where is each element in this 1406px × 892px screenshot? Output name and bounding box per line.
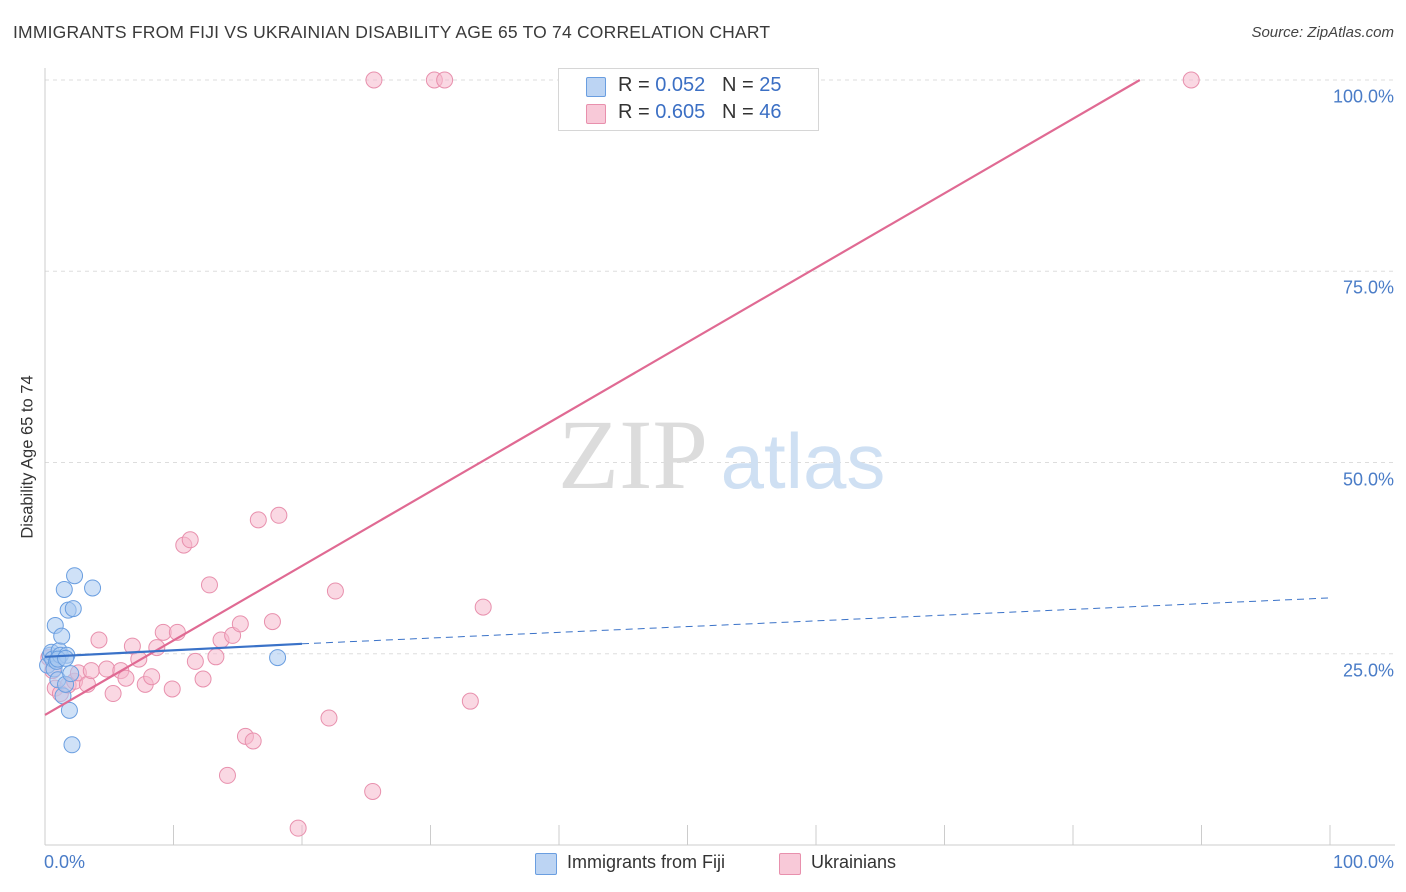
ukrainians-point — [231, 615, 249, 633]
ukrainians-point — [186, 652, 204, 670]
ukrainians-trend-line — [44, 79, 1141, 716]
ukrainians-point — [181, 531, 199, 549]
fiji-point — [269, 649, 287, 667]
chart-title: IMMIGRANTS FROM FIJI VS UKRAINIAN DISABI… — [13, 22, 771, 42]
ukrainians-point — [364, 782, 382, 800]
ukrainians-point — [82, 662, 100, 680]
ukrainians-point — [474, 598, 492, 616]
watermark-atlas: atlas — [721, 417, 886, 505]
fiji-point — [62, 665, 80, 683]
ukrainians-point — [326, 582, 344, 600]
ukrainians-point — [263, 613, 281, 631]
ukrainians-point — [365, 71, 383, 89]
bottom-legend-swatch-ukrainians — [779, 853, 801, 875]
fiji-point — [57, 649, 75, 667]
ukrainians-point — [117, 669, 135, 687]
bottom-legend-label-ukrainians: Ukrainians — [811, 852, 897, 872]
y-tick-label: 75.0% — [1342, 277, 1394, 298]
watermark: ZIP atlas — [558, 399, 885, 510]
ukrainians-point — [200, 576, 218, 594]
ukrainians-point — [320, 709, 338, 727]
fiji-point — [60, 701, 78, 719]
source-credit: Source: ZipAtlas.com — [1251, 24, 1394, 41]
ukrainians-point — [90, 631, 108, 649]
ukrainians-point — [154, 623, 172, 641]
ukrainians-point — [1182, 71, 1200, 89]
ukrainians-point — [249, 511, 267, 529]
ukrainians-point — [436, 71, 454, 89]
ukrainians-point — [218, 766, 236, 784]
ukrainians-point — [207, 648, 225, 666]
legend-text-fiji: R = 0.052 N = 25 — [618, 74, 782, 96]
legend-text-ukrainians: R = 0.605 N = 46 — [618, 101, 782, 123]
correlation-legend: R = 0.052 N = 25 R = 0.605 N = 46 — [558, 68, 819, 131]
ukrainians-point — [98, 660, 116, 678]
trend-lines — [44, 79, 1331, 716]
legend-swatch-ukrainians — [586, 104, 606, 124]
bottom-legend-swatch-fiji — [535, 853, 557, 875]
ukrainians-point — [163, 680, 181, 698]
fiji-point — [63, 736, 81, 754]
fiji-point — [55, 580, 73, 598]
fiji-point — [64, 600, 82, 618]
watermark-zip: ZIP — [558, 399, 708, 510]
ukrainians-point — [104, 685, 122, 703]
fiji-trend-line — [44, 642, 303, 658]
bottom-legend-label-fiji: Immigrants from Fiji — [567, 852, 726, 872]
x-tick-label-max: 100.0% — [1332, 852, 1394, 872]
gridlines — [45, 79, 1395, 655]
fiji-point — [84, 579, 102, 597]
legend-swatch-fiji — [586, 77, 606, 97]
ukrainians-point — [143, 668, 161, 686]
fiji-trend-line-extension — [301, 597, 1331, 645]
y-tick-label: 25.0% — [1342, 660, 1394, 681]
y-tick-label: 50.0% — [1342, 469, 1394, 489]
ukrainians-point — [194, 670, 212, 688]
y-tick-label: 100.0% — [1332, 86, 1394, 107]
ukrainians-point — [461, 692, 479, 710]
fiji-point — [66, 567, 84, 585]
axes — [44, 68, 1395, 846]
ukrainians-point — [244, 732, 262, 750]
ukrainians-point — [289, 819, 307, 837]
ukrainians-point — [270, 506, 288, 524]
fiji-point — [53, 627, 71, 645]
x-tick-label-min: 0.0% — [44, 852, 86, 872]
